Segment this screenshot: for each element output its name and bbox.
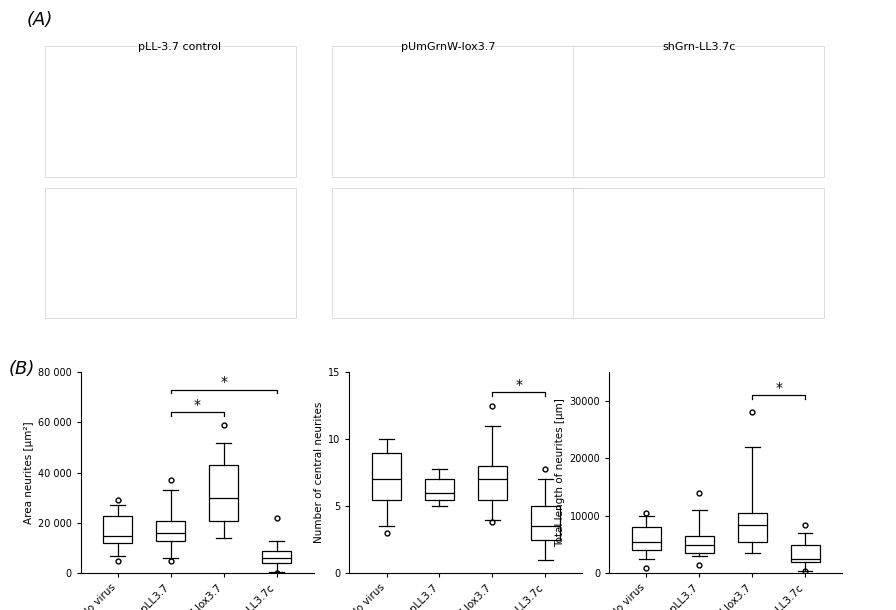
PathPatch shape <box>262 551 291 564</box>
PathPatch shape <box>156 520 185 540</box>
Text: pLL-3.7 control: pLL-3.7 control <box>138 43 220 52</box>
Bar <box>573 46 824 177</box>
Bar <box>45 46 296 177</box>
Bar <box>332 46 582 177</box>
Text: *: * <box>220 375 227 389</box>
Bar <box>45 187 296 318</box>
Text: shGrn-LL3.7c: shGrn-LL3.7c <box>662 43 736 52</box>
PathPatch shape <box>372 453 401 500</box>
Bar <box>573 187 824 318</box>
Text: pUmGrnW-lox3.7: pUmGrnW-lox3.7 <box>401 43 495 52</box>
Text: *: * <box>775 381 782 395</box>
PathPatch shape <box>685 536 714 553</box>
Y-axis label: Number of central neurites: Number of central neurites <box>314 402 323 544</box>
PathPatch shape <box>737 513 767 542</box>
Text: *: * <box>194 398 201 412</box>
PathPatch shape <box>530 506 560 540</box>
PathPatch shape <box>425 479 454 500</box>
PathPatch shape <box>209 465 238 520</box>
Y-axis label: Total length of neurites [μm]: Total length of neurites [μm] <box>556 398 565 547</box>
PathPatch shape <box>103 515 133 543</box>
Text: (B): (B) <box>9 360 35 378</box>
PathPatch shape <box>632 528 661 550</box>
PathPatch shape <box>790 545 820 562</box>
Text: (A): (A) <box>27 10 53 29</box>
PathPatch shape <box>478 466 507 500</box>
Text: *: * <box>515 378 522 392</box>
Y-axis label: Area neurites [μm²]: Area neurites [μm²] <box>23 422 33 524</box>
Bar <box>332 187 582 318</box>
